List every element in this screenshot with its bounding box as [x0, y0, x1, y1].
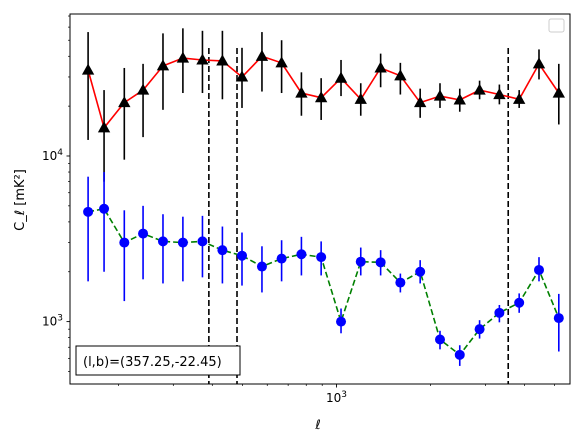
series-2	[83, 172, 564, 366]
x-axis-label: ℓ	[314, 418, 320, 433]
data-point-s1-17	[394, 69, 407, 81]
data-point-s2-3	[119, 237, 130, 248]
data-point-s2-16	[375, 257, 386, 268]
data-point-s1-12	[295, 86, 308, 98]
data-point-s1-18	[413, 96, 427, 108]
data-point-s1-14	[334, 71, 348, 83]
data-point-s2-21	[474, 324, 485, 335]
data-point-s2-23	[514, 297, 525, 308]
data-point-s1-24	[532, 57, 546, 69]
data-point-s2-25	[553, 313, 564, 324]
data-point-s1-4	[136, 83, 150, 95]
data-point-s1-6	[176, 51, 190, 63]
data-point-s2-19	[434, 334, 445, 345]
data-point-s1-20	[453, 93, 466, 105]
series-1	[81, 28, 565, 182]
data-series	[81, 28, 565, 366]
vertical-dashed-lines	[208, 48, 510, 384]
y-axis-label: C_ℓ [mK²]	[13, 169, 28, 231]
y-tick-label-1000: 103	[42, 314, 63, 329]
data-point-s2-14	[336, 316, 347, 327]
plot-area-frame	[69, 13, 571, 385]
data-point-s2-8	[217, 245, 228, 256]
data-point-s2-7	[197, 236, 208, 247]
data-point-s1-11	[275, 56, 288, 68]
data-point-s2-20	[454, 349, 465, 360]
data-point-s2-13	[316, 252, 327, 263]
data-point-s1-5	[156, 59, 170, 71]
data-point-s1-15	[354, 92, 367, 104]
data-point-s1-25	[552, 86, 565, 98]
data-point-s1-1	[81, 63, 95, 75]
data-point-s2-5	[157, 236, 168, 247]
data-point-s1-13	[314, 91, 328, 103]
data-point-s2-2	[99, 203, 110, 214]
data-point-s1-2	[97, 121, 111, 133]
data-point-s2-6	[177, 237, 188, 248]
data-point-s1-16	[374, 61, 387, 73]
data-point-s1-7	[196, 53, 209, 65]
data-point-s2-1	[83, 206, 94, 217]
annotation-frame	[75, 345, 241, 376]
data-point-s1-3	[118, 96, 131, 108]
annotation-text: (l,b)=(357.25,-22.45)	[83, 355, 222, 370]
data-point-s1-8	[216, 54, 229, 66]
data-point-s1-23	[513, 92, 526, 104]
data-point-s2-17	[395, 277, 406, 288]
annotation-box: (l,b)=(357.25,-22.45)	[75, 345, 241, 376]
data-point-s1-22	[493, 88, 506, 100]
data-point-s2-9	[236, 250, 247, 261]
data-point-s1-19	[433, 89, 447, 101]
plot-area-background	[70, 14, 570, 384]
legend-box	[548, 18, 565, 33]
data-point-s2-15	[355, 256, 366, 267]
data-point-s2-24	[533, 264, 544, 275]
data-point-s1-10	[255, 49, 269, 61]
y-tick-label-10000: 104	[42, 148, 63, 163]
x-tick-label-1000: 103	[326, 390, 347, 405]
data-point-s2-12	[296, 249, 307, 260]
data-point-s2-10	[256, 261, 267, 272]
data-point-s2-22	[494, 307, 505, 318]
data-point-s1-21	[473, 83, 486, 95]
data-point-s2-18	[415, 266, 426, 277]
data-point-s2-4	[138, 228, 149, 239]
data-point-s2-11	[276, 253, 287, 264]
data-point-s1-9	[235, 70, 249, 82]
axis-ticks: 103 103 104	[42, 15, 555, 405]
